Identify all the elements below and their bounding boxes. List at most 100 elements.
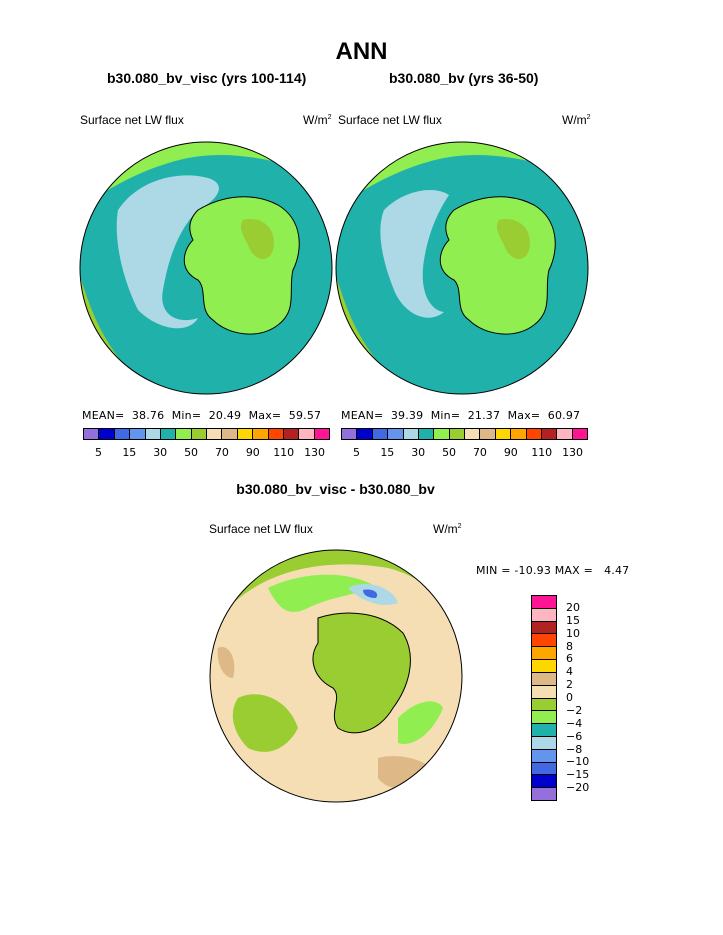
colorbar-swatch — [532, 672, 556, 686]
colorbar-tick-label: 130 — [562, 446, 584, 459]
colorbar-tick-label: −4 — [566, 716, 583, 730]
diff-colorbar — [531, 595, 557, 801]
colorbar-tick-label: 2 — [566, 678, 573, 692]
colorbar-tick-label: −10 — [566, 755, 590, 769]
colorbar-swatch — [532, 724, 556, 737]
colorbar-swatch — [283, 429, 300, 439]
panel-1-colorbar-ticks: 5 15 30 50 70 90 110 130 — [83, 446, 330, 460]
colorbar-swatch — [557, 429, 573, 439]
colorbar-swatch — [191, 429, 207, 439]
colorbar-swatch — [222, 429, 238, 439]
antarctica-land — [312, 612, 411, 734]
colorbar-swatch — [465, 429, 481, 439]
map-panel-1 — [79, 141, 333, 395]
colorbar-swatch — [532, 596, 556, 609]
panel-2-colorbar — [341, 428, 588, 440]
diff-subtitle: b30.080_bv_visc - b30.080_bv — [236, 481, 435, 497]
panel-1-subtitle: b30.080_bv_visc (yrs 100-114) — [107, 70, 307, 86]
colorbar-swatch — [84, 429, 100, 439]
colorbar-swatch — [207, 429, 223, 439]
colorbar-tick-label: 8 — [566, 639, 573, 653]
diff-minmax: MIN = -10.93 MAX = 4.47 — [476, 564, 630, 577]
low-flux-region — [116, 175, 219, 329]
colorbar-swatch — [253, 429, 269, 439]
colorbar-swatch — [130, 429, 146, 439]
colorbar-tick-label: 20 — [566, 600, 580, 614]
colorbar-swatch — [357, 429, 373, 439]
colorbar-swatch — [541, 429, 558, 439]
colorbar-swatch — [532, 762, 556, 776]
panel-2-field-label: Surface net LW flux — [338, 113, 442, 127]
map-border — [335, 141, 589, 395]
negative-band-north — [210, 550, 462, 648]
colorbar-tick-label: 15 — [122, 446, 137, 459]
colorbar-tick-label: −6 — [566, 729, 583, 743]
colorbar-swatch — [145, 429, 161, 439]
colorbar-swatch — [526, 429, 542, 439]
colorbar-swatch — [314, 429, 329, 439]
colorbar-swatch — [114, 429, 131, 439]
colorbar-swatch — [418, 429, 435, 439]
colorbar-tick-label: 0 — [566, 691, 573, 704]
minimum-core — [363, 589, 378, 598]
colorbar-swatch — [268, 429, 284, 439]
diff-field-label: Surface net LW flux — [209, 522, 313, 536]
panel-2-subtitle: b30.080_bv (yrs 36-50) — [389, 70, 539, 86]
colorbar-tick-label: 15 — [566, 613, 580, 627]
colorbar-swatch — [532, 685, 556, 699]
colorbar-tick-label: 10 — [566, 626, 580, 640]
negative-band-north-2 — [268, 574, 378, 612]
colorbar-swatch — [532, 775, 556, 789]
colorbar-tick-label: 50 — [184, 446, 199, 459]
colorbar-swatch — [532, 749, 556, 763]
negative-band-east — [398, 701, 443, 744]
colorbar-tick-label: 5 — [352, 446, 360, 459]
panel-2-stats: MEAN= 39.39 Min= 21.37 Max= 60.97 — [341, 409, 581, 422]
colorbar-swatch — [342, 429, 358, 439]
map-panel-diff — [209, 549, 463, 803]
colorbar-tick-label: 15 — [380, 446, 395, 459]
diff-colorbar-ticks: 20 15 10 8 6 4 2 0 −2 −4 −6 −8 −10 −15 −20 — [566, 595, 606, 801]
colorbar-swatch — [372, 429, 389, 439]
colorbar-swatch — [532, 647, 556, 661]
colorbar-swatch — [532, 621, 556, 635]
colorbar-tick-label: 130 — [304, 446, 326, 459]
colorbar-swatch — [532, 608, 556, 622]
colorbar-swatch — [532, 711, 556, 725]
map-border — [79, 141, 333, 395]
diff-units: W/m2 — [433, 522, 462, 536]
colorbar-tick-label: −8 — [566, 742, 583, 756]
positive-region-west — [217, 647, 235, 678]
colorbar-swatch — [532, 788, 556, 800]
colorbar-swatch — [388, 429, 404, 439]
colorbar-swatch — [99, 429, 115, 439]
page-title: ANN — [335, 38, 388, 65]
colorbar-tick-label: 110 — [531, 446, 553, 459]
colorbar-tick-label: 90 — [503, 446, 518, 459]
colorbar-swatch — [532, 698, 556, 712]
colorbar-swatch — [237, 429, 254, 439]
colorbar-swatch — [532, 634, 556, 648]
colorbar-tick-label: 110 — [273, 446, 295, 459]
negative-region-west — [232, 694, 298, 752]
colorbar-tick-label: 4 — [566, 665, 573, 679]
colorbar-swatch — [299, 429, 315, 439]
colorbar-tick-label: 6 — [566, 652, 573, 666]
colorbar-swatch — [176, 429, 192, 439]
colorbar-swatch — [160, 429, 177, 439]
panel-1-field-label: Surface net LW flux — [80, 113, 184, 127]
continent-interior — [240, 219, 274, 260]
colorbar-swatch — [532, 660, 556, 673]
colorbar-tick-label: 30 — [411, 446, 426, 459]
colorbar-tick-label: −2 — [566, 703, 583, 717]
colorbar-swatch — [532, 736, 556, 750]
panel-1-colorbar — [83, 428, 330, 440]
colorbar-swatch — [480, 429, 496, 439]
colorbar-swatch — [403, 429, 419, 439]
colorbar-tick-label: −20 — [566, 781, 590, 795]
colorbar-swatch — [572, 429, 587, 439]
colorbar-tick-label: −15 — [566, 768, 590, 782]
panel-1-units: W/m2 — [303, 113, 332, 127]
colorbar-tick-label: 70 — [214, 446, 229, 459]
map-border — [209, 549, 463, 803]
